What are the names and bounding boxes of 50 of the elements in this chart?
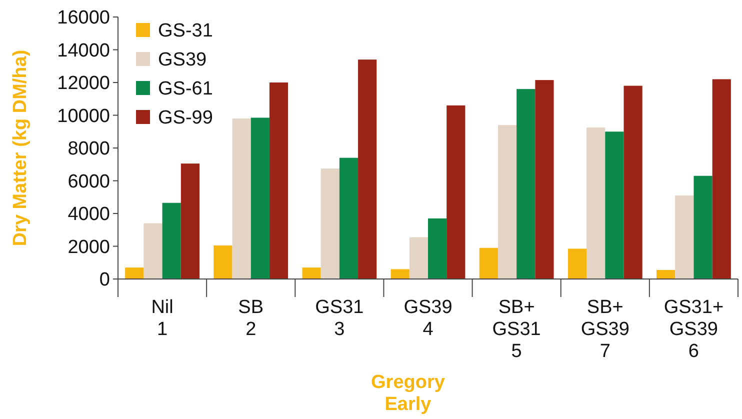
bar [694,176,712,279]
legend-label: GS-61 [158,78,213,100]
x-tick-label: GS31 3 [315,297,364,340]
bar [144,223,162,279]
y-tick-label: 6000 [68,171,110,192]
legend-label: GS39 [158,50,207,71]
x-tick-label: SB+ GS31 5 [492,297,541,362]
bar [409,237,428,279]
bar [250,118,270,279]
bar [302,268,321,279]
bar [586,128,606,279]
bar [656,270,676,279]
legend-label: GS-31 [158,20,213,42]
legend-label: GS-99 [158,108,213,129]
bar [339,158,358,279]
y-tick-label: 16000 [57,8,110,29]
y-tick-label: 4000 [68,204,110,226]
y-tick-label: 8000 [68,138,110,160]
bar [675,195,694,279]
x-tick-label: SB+ GS39 7 [580,297,630,362]
y-axis-title: Dry Matter (kg DM/ha) [10,50,31,246]
bar [180,164,200,279]
bar [125,268,144,279]
bar [162,202,181,279]
x-tick-label: GS31+ GS39 6 [664,297,724,362]
y-tick-label: 12000 [57,73,110,94]
bar [479,248,498,279]
bar [498,125,517,279]
y-tick-label: 0 [99,270,110,291]
x-axis-title: Gregory Early [371,372,446,415]
y-tick-label: 10000 [57,106,110,127]
x-tick-label: Nil 1 [151,297,174,340]
y-tick-label: 2000 [68,236,110,258]
bar [624,86,642,279]
x-tick-label: GS39 4 [404,297,452,340]
y-tick-label: 14000 [57,40,110,62]
bar [712,79,731,279]
bar [214,245,232,279]
x-tick-label: SB 2 [238,297,264,340]
bar [535,80,554,279]
bar [390,269,410,279]
bar [358,60,377,279]
bar [446,105,466,279]
bar [232,118,251,279]
bar [568,248,587,279]
bar [516,89,536,279]
bar [269,82,288,279]
bar [428,218,447,279]
bar [605,132,624,279]
bar [320,168,340,279]
